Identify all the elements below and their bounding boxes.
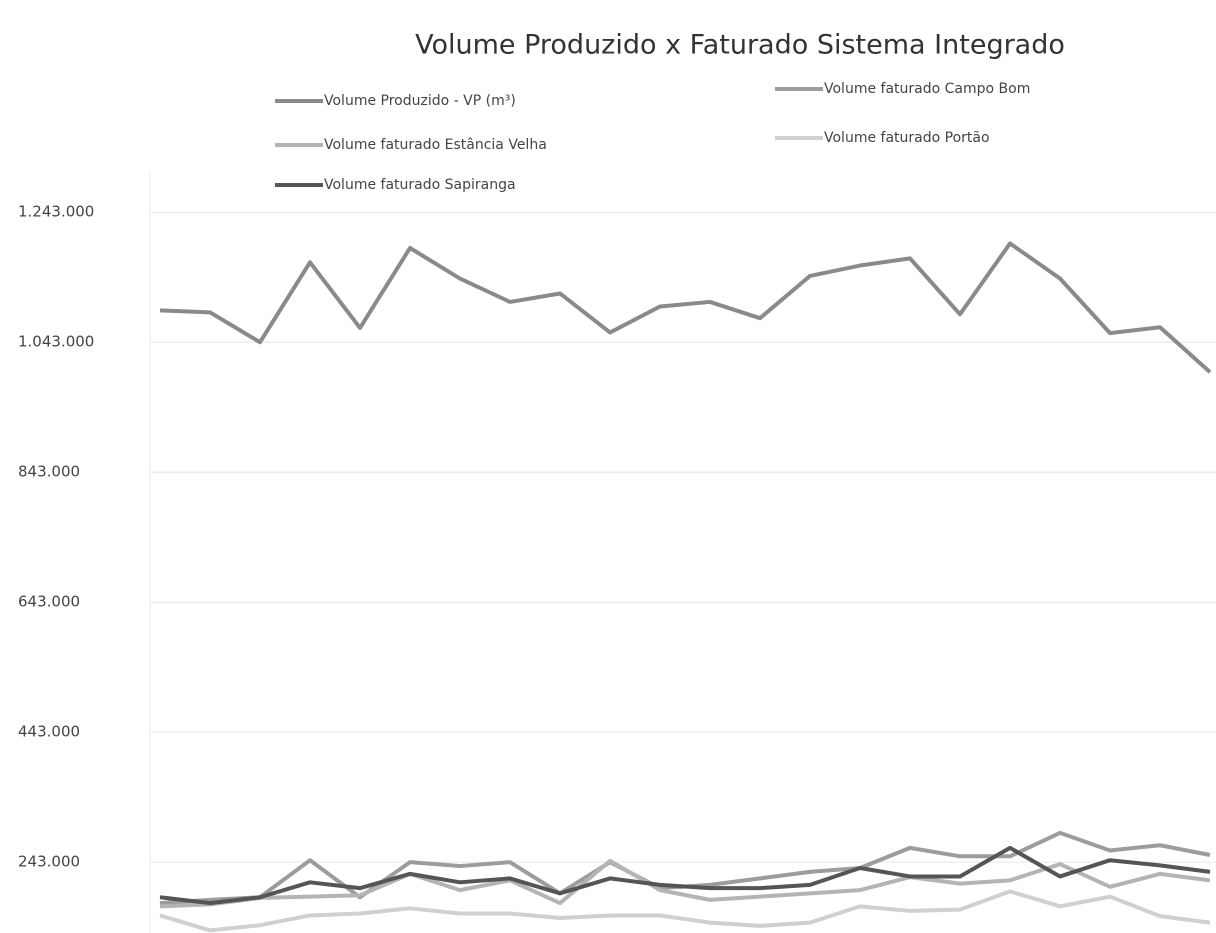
y-tick-label: 243.000 (18, 853, 80, 871)
legend-label: Volume faturado Sapiranga (324, 177, 516, 193)
y-tick-label: 1.043.000 (18, 333, 94, 351)
legend-label: Volume faturado Portão (824, 130, 990, 146)
y-tick-label: 1.243.000 (18, 203, 94, 221)
series-line (159, 858, 1211, 909)
grid: 243.000 443.000 643.000 843.000 1.043.000 1.2… (18, 170, 1216, 933)
series-line (159, 889, 1211, 933)
y-tick-label: 843.000 (18, 463, 80, 481)
plot-area (159, 241, 1212, 933)
legend-label: Volume faturado Estância Velha (324, 137, 547, 153)
legend: Volume Produzido - VP (m³) Volume faturad… (275, 81, 1030, 193)
y-tick-label: 643.000 (18, 593, 80, 611)
series-line (159, 845, 1211, 906)
y-tick-label: 443.000 (18, 723, 80, 741)
chart-title: Volume Produzido x Faturado Sistema Inte… (415, 30, 1065, 61)
legend-label: Volume faturado Campo Bom (824, 81, 1030, 97)
legend-label: Volume Produzido - VP (m³) (324, 93, 516, 109)
series-line (159, 241, 1212, 374)
